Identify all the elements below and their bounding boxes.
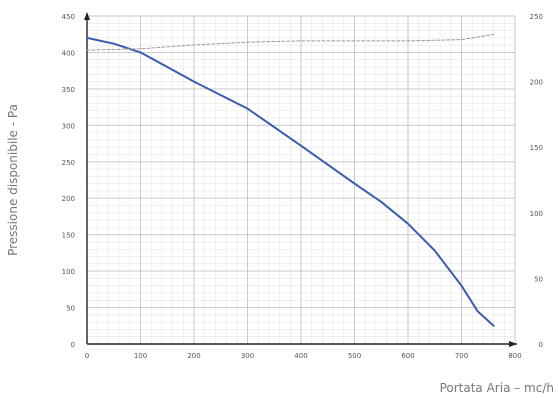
y-axis-arrow [84,12,90,20]
y2-tick-label: 50 [534,275,543,283]
y2-tick-label: 200 [530,79,543,87]
y-tick-label: 100 [62,268,75,276]
series-layer [86,33,495,327]
x-tick-label: 200 [187,352,200,360]
x-tick-label: 500 [348,352,361,360]
y-tick-label: 50 [66,305,75,313]
series-line-solid [86,36,495,327]
y2-tick-label: 150 [530,144,543,152]
y2-tick-label: 100 [530,210,543,218]
x-axis-title: Portata Aria – mc/h [440,381,554,395]
y-tick-label: 200 [62,195,75,203]
y-tick-label: 400 [62,49,75,57]
y2-tick-label: 0 [539,341,543,349]
x-tick-label: 400 [294,352,307,360]
x-tick-label: 700 [455,352,468,360]
y-tick-label: 300 [62,122,75,130]
x-tick-label: 300 [241,352,254,360]
x-tick-label: 0 [85,352,89,360]
x-axis-arrow [509,341,517,347]
y-tick-label: 250 [62,159,75,167]
x-tick-label: 600 [401,352,414,360]
tick-labels: 0 100 200 300 400 500 600 700 800050100150200250… [62,13,543,360]
x-tick-label: 800 [508,352,521,360]
y-axis-title: Pressione disponibile - Pa [6,104,20,256]
y-tick-label: 150 [62,232,75,240]
series-line-dashed [86,33,495,51]
y-tick-label: 0 [71,341,75,349]
x-tick-label: 100 [134,352,147,360]
y-tick-label: 350 [62,86,75,94]
axes [84,12,517,347]
y-tick-label: 450 [62,13,75,21]
y2-tick-label: 250 [530,13,543,21]
